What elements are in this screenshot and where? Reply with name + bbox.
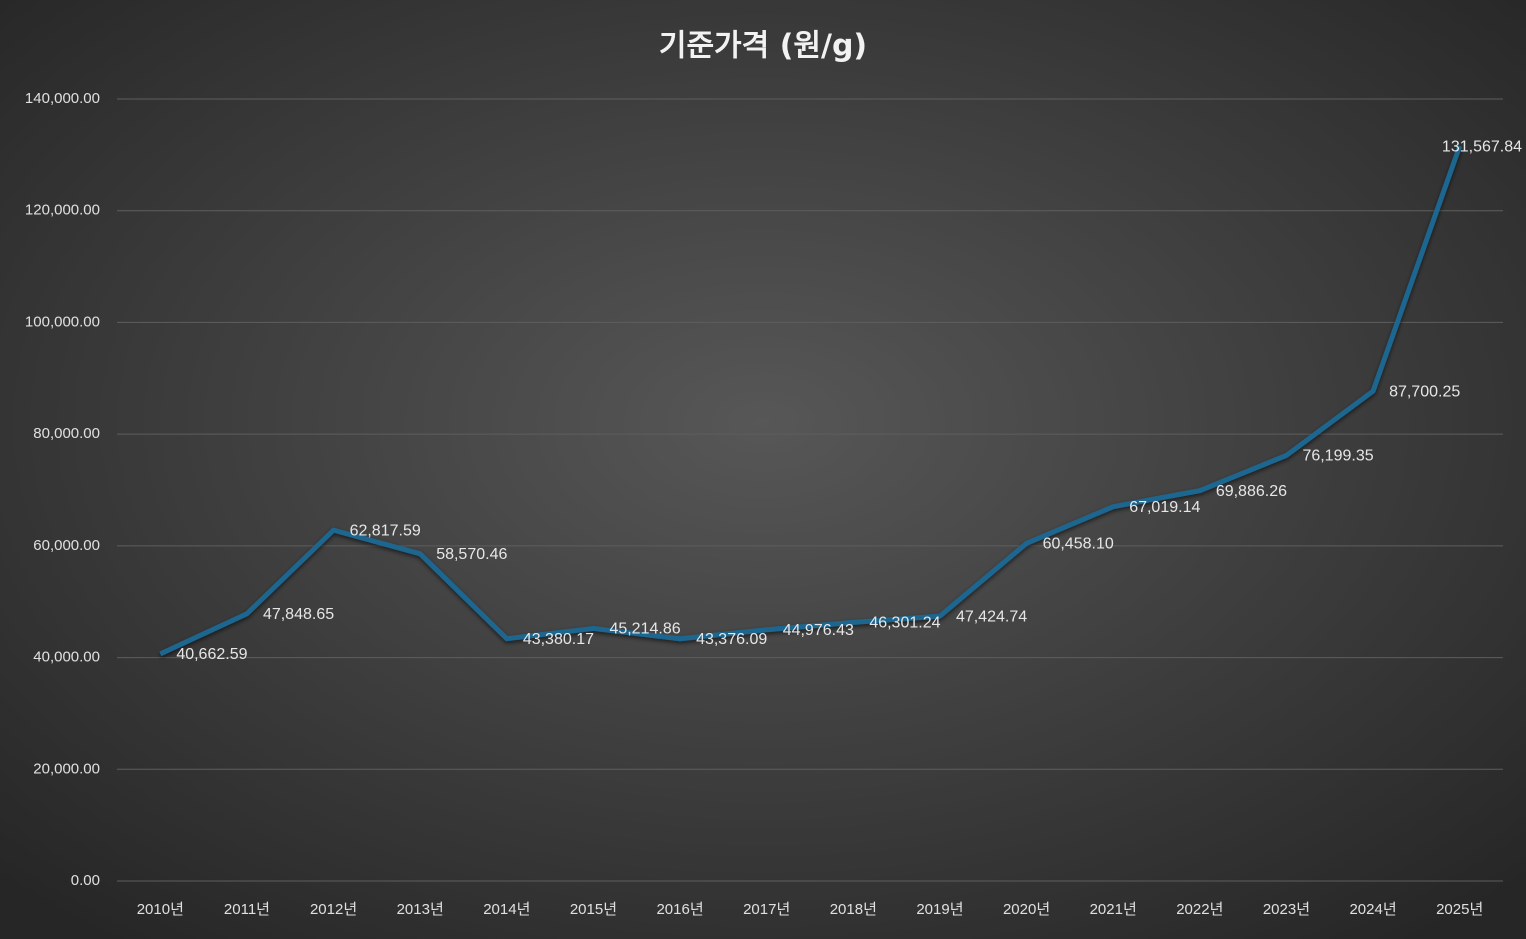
data-label: 58,570.46	[436, 546, 507, 563]
data-label: 76,199.35	[1302, 448, 1373, 465]
x-tick-label: 2017년	[743, 901, 790, 918]
data-label: 46,301.24	[869, 615, 940, 632]
x-tick-label: 2016년	[656, 901, 703, 918]
y-tick-label: 100,000.00	[25, 313, 100, 330]
data-label: 87,700.25	[1389, 383, 1460, 400]
data-label: 43,380.17	[523, 631, 594, 648]
series-line	[159, 145, 1463, 657]
x-tick-label: 2024년	[1349, 901, 1396, 918]
x-tick-label: 2015년	[570, 901, 617, 918]
y-tick-label: 60,000.00	[33, 537, 100, 554]
x-tick-label: 2013년	[397, 901, 444, 918]
x-tick-label: 2019년	[916, 901, 963, 918]
data-label: 60,458.10	[1043, 536, 1114, 553]
x-tick-label: 2020년	[1003, 901, 1050, 918]
x-tick-label: 2022년	[1176, 901, 1223, 918]
data-label: 47,424.74	[956, 608, 1027, 625]
y-tick-label: 20,000.00	[33, 760, 100, 777]
x-tick-label: 2011년	[224, 901, 270, 918]
x-tick-label: 2010년	[137, 901, 184, 918]
y-tick-label: 120,000.00	[25, 202, 100, 219]
x-tick-label: 2012년	[310, 901, 357, 918]
x-tick-label: 2023년	[1263, 901, 1310, 918]
data-label: 43,376.09	[696, 631, 767, 648]
data-label: 40,662.59	[176, 646, 247, 663]
x-tick-label: 2018년	[830, 901, 877, 918]
y-tick-label: 0.00	[71, 872, 100, 889]
data-label: 131,567.84	[1442, 138, 1522, 155]
x-tick-label: 2021년	[1090, 901, 1137, 918]
data-label: 44,976.43	[783, 622, 854, 639]
data-label: 69,886.26	[1216, 483, 1287, 500]
data-label: 67,019.14	[1129, 499, 1200, 516]
x-tick-label: 2014년	[483, 901, 530, 918]
y-tick-label: 140,000.00	[25, 90, 100, 107]
x-tick-label: 2025년	[1436, 901, 1483, 918]
data-label: 47,848.65	[263, 606, 334, 623]
y-tick-label: 40,000.00	[33, 649, 100, 666]
data-label: 62,817.59	[350, 522, 421, 539]
data-label: 45,214.86	[609, 621, 680, 638]
y-tick-label: 80,000.00	[33, 425, 100, 442]
chart-title: 기준가격 (원/g)	[659, 29, 867, 64]
